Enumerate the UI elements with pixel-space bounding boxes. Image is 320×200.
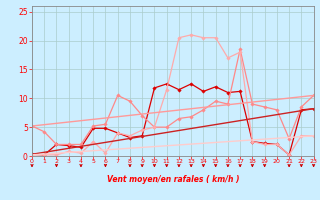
X-axis label: Vent moyen/en rafales ( km/h ): Vent moyen/en rafales ( km/h ) xyxy=(107,175,239,184)
